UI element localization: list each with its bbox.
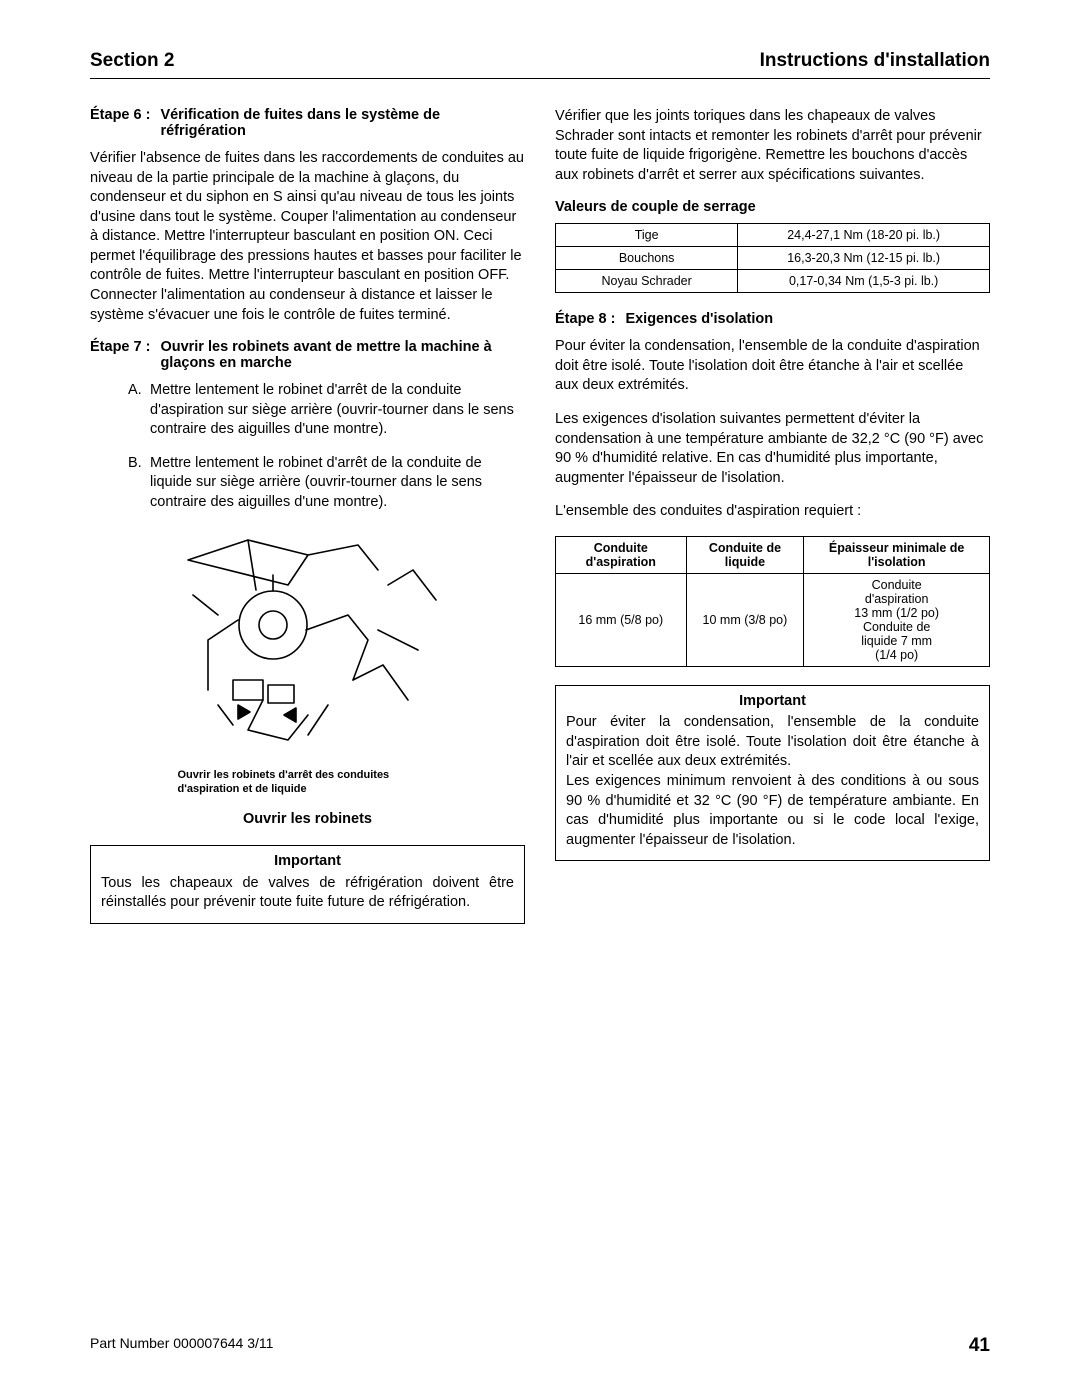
table-cell: 0,17-0,34 Nm (1,5-3 pi. lb.) <box>738 270 990 293</box>
step8-title: Exigences d'isolation <box>625 311 773 327</box>
cell-line: d'aspiration <box>865 592 929 606</box>
important-title: Important <box>566 692 979 712</box>
table-cell: Noyau Schrader <box>556 270 738 293</box>
figure-title: Ouvrir les robinets <box>90 811 525 827</box>
header-title: Instructions d'installation <box>760 50 990 72</box>
important-title: Important <box>101 852 514 872</box>
left-column: Étape 6 : Vérification de fuites dans le… <box>90 107 525 924</box>
table-header: Épaisseur minimale de l'isolation <box>804 536 990 573</box>
list-marker: A. <box>128 381 150 440</box>
cell-line: 13 mm (1/2 po) <box>854 606 939 620</box>
page-number: 41 <box>969 1335 990 1357</box>
step7-heading: Étape 7 : Ouvrir les robinets avant de m… <box>90 339 525 371</box>
figure-caption: Ouvrir les robinets d'arrêt des conduite… <box>178 769 438 797</box>
content-columns: Étape 6 : Vérification de fuites dans le… <box>90 107 990 924</box>
table-header: Conduite d'aspiration <box>556 536 687 573</box>
list-marker: B. <box>128 454 150 513</box>
table-cell: 24,4-27,1 Nm (18-20 pi. lb.) <box>738 224 990 247</box>
page-footer: Part Number 000007644 3/11 41 <box>90 1335 990 1357</box>
step8-p1: Pour éviter la condensation, l'ensemble … <box>555 337 990 396</box>
important-text-1: Pour éviter la condensation, l'ensemble … <box>566 713 979 772</box>
page-header: Section 2 Instructions d'installation <box>90 50 990 79</box>
torque-table: Tige 24,4-27,1 Nm (18-20 pi. lb.) Boucho… <box>555 223 990 293</box>
list-text: Mettre lentement le robinet d'arrêt de l… <box>150 381 525 440</box>
table-cell: Tige <box>556 224 738 247</box>
step7-item-a: A. Mettre lentement le robinet d'arrêt d… <box>90 381 525 440</box>
cell-line: Conduite <box>872 578 922 592</box>
table-header-row: Conduite d'aspiration Conduite de liquid… <box>556 536 990 573</box>
step7-label: Étape 7 : <box>90 339 160 371</box>
table-row: Noyau Schrader 0,17-0,34 Nm (1,5-3 pi. l… <box>556 270 990 293</box>
important-box-right: Important Pour éviter la condensation, l… <box>555 685 990 862</box>
cell-line: Conduite de <box>863 620 930 634</box>
important-text: Tous les chapeaux de valves de réfrigéra… <box>101 874 514 913</box>
isolation-table: Conduite d'aspiration Conduite de liquid… <box>555 536 990 667</box>
step6-title: Vérification de fuites dans le système d… <box>160 107 525 139</box>
table-header: Conduite de liquide <box>686 536 804 573</box>
table-cell: 16,3-20,3 Nm (12-15 pi. lb.) <box>738 247 990 270</box>
step6-body: Vérifier l'absence de fuites dans les ra… <box>90 149 525 325</box>
torque-heading: Valeurs de couple de serrage <box>555 199 990 215</box>
step7-title: Ouvrir les robinets avant de mettre la m… <box>160 339 525 371</box>
valve-diagram-icon <box>178 530 438 760</box>
valve-figure: Ouvrir les robinets d'arrêt des conduite… <box>90 530 525 797</box>
important-box-left: Important Tous les chapeaux de valves de… <box>90 845 525 924</box>
section-label: Section 2 <box>90 50 174 72</box>
step8-p2: Les exigences d'isolation suivantes perm… <box>555 410 990 488</box>
table-row: Bouchons 16,3-20,3 Nm (12-15 pi. lb.) <box>556 247 990 270</box>
step6-label: Étape 6 : <box>90 107 160 139</box>
step7-item-b: B. Mettre lentement le robinet d'arrêt d… <box>90 454 525 513</box>
cell-line: (1/4 po) <box>875 648 918 662</box>
list-text: Mettre lentement le robinet d'arrêt de l… <box>150 454 525 513</box>
step8-p3: L'ensemble des conduites d'aspiration re… <box>555 502 990 522</box>
part-number: Part Number 000007644 3/11 <box>90 1335 273 1357</box>
step8-heading: Étape 8 : Exigences d'isolation <box>555 311 990 327</box>
important-text-2: Les exigences minimum renvoient à des co… <box>566 772 979 850</box>
table-row: Tige 24,4-27,1 Nm (18-20 pi. lb.) <box>556 224 990 247</box>
step8-label: Étape 8 : <box>555 311 625 327</box>
table-cell: Bouchons <box>556 247 738 270</box>
table-cell: 16 mm (5/8 po) <box>556 573 687 666</box>
table-cell: 10 mm (3/8 po) <box>686 573 804 666</box>
step6-heading: Étape 6 : Vérification de fuites dans le… <box>90 107 525 139</box>
cell-line: liquide 7 mm <box>861 634 932 648</box>
right-intro: Vérifier que les joints toriques dans le… <box>555 107 990 185</box>
table-row: 16 mm (5/8 po) 10 mm (3/8 po) Conduite d… <box>556 573 990 666</box>
table-cell: Conduite d'aspiration 13 mm (1/2 po) Con… <box>804 573 990 666</box>
right-column: Vérifier que les joints toriques dans le… <box>555 107 990 924</box>
